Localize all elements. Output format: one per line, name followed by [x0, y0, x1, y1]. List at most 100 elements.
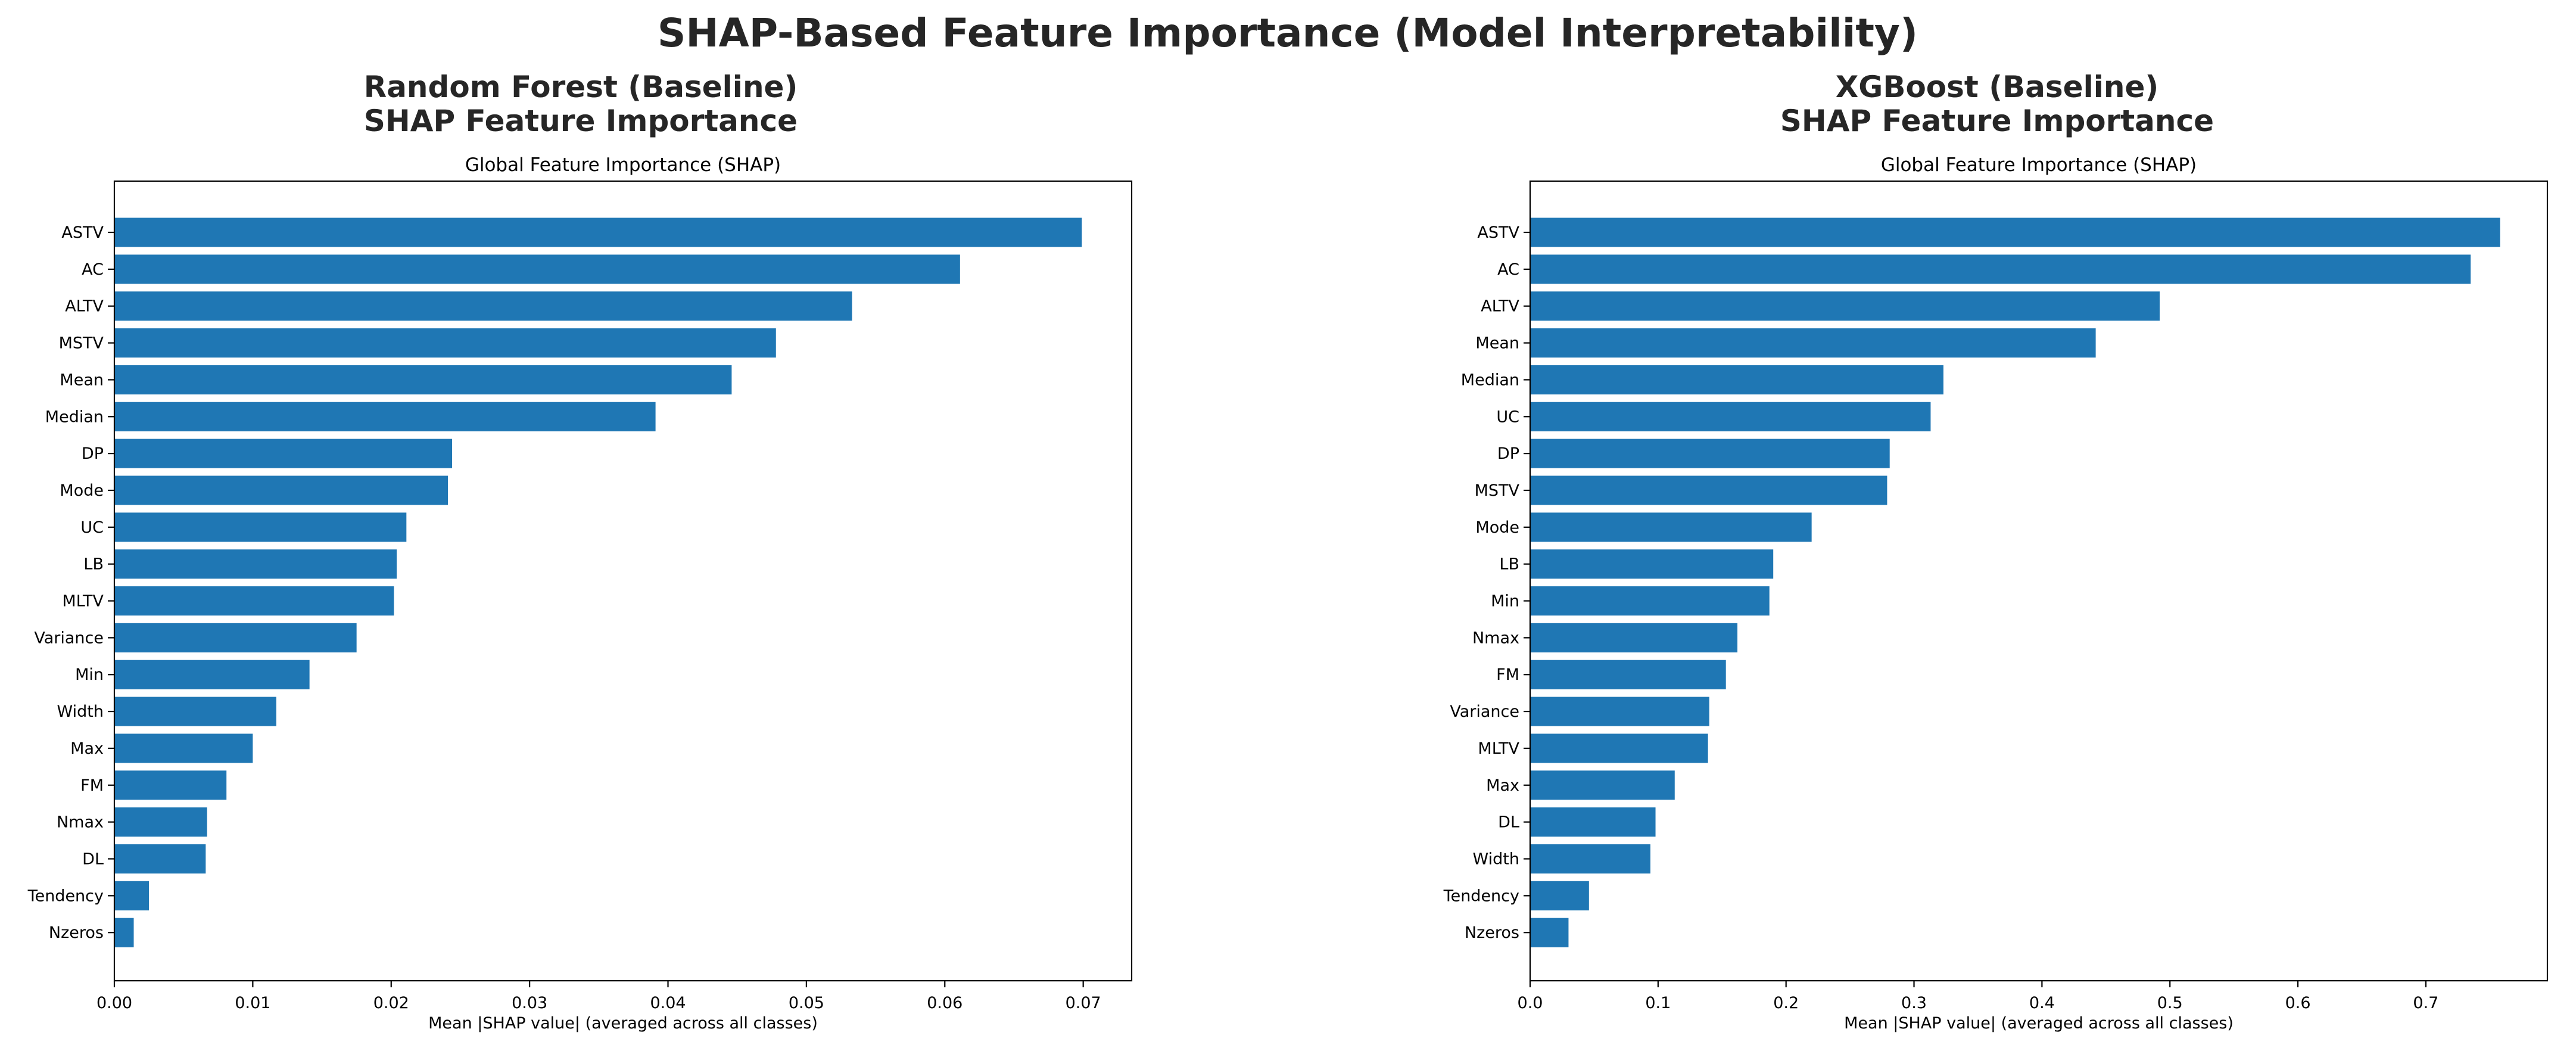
- rf-axes-title: Global Feature Importance (SHAP): [465, 154, 781, 176]
- rf-bar-width: [114, 697, 276, 726]
- rf-x-tick-label-4: 0.04: [650, 994, 686, 1012]
- rf-y-tick-label-uc: UC: [80, 518, 104, 537]
- rf-bar-mltv: [114, 586, 394, 616]
- rf-x-tick-label-5: 0.05: [789, 994, 824, 1012]
- rf-subplot-title-line-1: Random Forest (Baseline): [364, 70, 798, 104]
- rf-y-tick-label-mltv: MLTV: [62, 592, 104, 611]
- xgb-y-tick-label-mode: Mode: [1475, 518, 1519, 537]
- rf-y-tick-label-lb: LB: [83, 555, 104, 574]
- xgb-x-axis: 0.0 0.1 0.2 0.3 0.4 0.5 0.6 0.7: [1518, 981, 2438, 1012]
- rf-bar-dl: [114, 844, 206, 874]
- rf-y-tick-label-astv: ASTV: [61, 223, 104, 242]
- rf-y-tick-label-dp: DP: [82, 444, 104, 463]
- xgb-bar-astv: [1530, 217, 2500, 247]
- xgb-bar-median: [1530, 365, 1943, 394]
- random-forest-panel: Random Forest (Baseline) SHAP Feature Im…: [27, 70, 1133, 1033]
- rf-bar-lb: [114, 549, 397, 579]
- xgb-axes-title: Global Feature Importance (SHAP): [1881, 154, 2197, 176]
- rf-bar-mstv: [114, 328, 776, 358]
- rf-bar-min: [114, 660, 310, 689]
- xgb-y-tick-label-ac: AC: [1497, 260, 1519, 279]
- xgb-bar-ac: [1530, 254, 2471, 284]
- rf-y-tick-label-altv: ALTV: [65, 297, 104, 316]
- rf-bar-ac: [114, 254, 960, 284]
- xgb-bar-tendency: [1530, 881, 1589, 910]
- xgb-subplot-title-line-2: SHAP Feature Importance: [1780, 104, 2214, 138]
- rf-y-tick-label-nzeros: Nzeros: [49, 924, 104, 942]
- xgb-bar-mstv: [1530, 475, 1887, 505]
- xgb-x-tick-label-6: 0.6: [2285, 994, 2311, 1012]
- xgb-y-tick-label-max: Max: [1486, 776, 1519, 795]
- xgb-x-tick-label-1: 0.1: [1645, 994, 1671, 1012]
- xgb-y-tick-label-nmax: Nmax: [1472, 629, 1519, 647]
- rf-bar-fm: [114, 770, 227, 800]
- xgb-bar-lb: [1530, 549, 1774, 579]
- rf-bar-dp: [114, 439, 453, 468]
- rf-y-axis: ASTV AC ALTV MSTV Mean Median DP Mode UC LB MLTV Va…: [27, 223, 114, 942]
- rf-y-tick-label-median: Median: [45, 408, 104, 426]
- xgb-x-axis-label: Mean |SHAP value| (averaged across all c…: [1844, 1014, 2234, 1033]
- xgb-x-tick-label-7: 0.7: [2413, 994, 2438, 1012]
- rf-bar-mode: [114, 475, 448, 505]
- rf-bar-nmax: [114, 807, 207, 837]
- rf-bar-uc: [114, 512, 407, 542]
- figure-title: SHAP-Based Feature Importance (Model Int…: [658, 10, 1918, 56]
- xgb-bar-max: [1530, 770, 1675, 800]
- xgb-bar-mltv: [1530, 733, 1708, 763]
- rf-y-tick-label-min: Min: [75, 666, 104, 684]
- xgb-bar-dl: [1530, 807, 1656, 837]
- rf-x-tick-label-6: 0.06: [927, 994, 963, 1012]
- rf-y-tick-label-width: Width: [57, 702, 104, 721]
- xgb-y-tick-label-astv: ASTV: [1477, 223, 1519, 242]
- rf-y-tick-label-variance: Variance: [34, 629, 104, 647]
- xgb-bars: [1530, 217, 2500, 947]
- xgb-y-tick-label-fm: FM: [1496, 666, 1519, 684]
- rf-y-tick-label-ac: AC: [82, 260, 104, 279]
- xgb-bar-width: [1530, 844, 1650, 874]
- xgb-x-tick-label-5: 0.5: [2157, 994, 2183, 1012]
- rf-bar-tendency: [114, 881, 149, 910]
- xgb-bar-altv: [1530, 291, 2160, 321]
- xgb-y-tick-label-min: Min: [1491, 592, 1519, 611]
- xgb-bar-mean: [1530, 328, 2096, 358]
- rf-bar-max: [114, 733, 253, 763]
- rf-x-tick-label-1: 0.01: [235, 994, 270, 1012]
- xgb-x-tick-label-2: 0.2: [1773, 994, 1799, 1012]
- xgb-y-tick-label-mltv: MLTV: [1478, 739, 1519, 758]
- rf-bar-median: [114, 402, 656, 431]
- xgboost-panel: XGBoost (Baseline) SHAP Feature Importan…: [1443, 70, 2549, 1033]
- rf-y-tick-label-tendency: Tendency: [27, 887, 104, 905]
- rf-x-tick-label-0: 0.00: [96, 994, 132, 1012]
- xgb-y-tick-label-variance: Variance: [1450, 702, 1519, 721]
- rf-bar-altv: [114, 291, 852, 321]
- xgb-bar-uc: [1530, 402, 1931, 431]
- rf-y-tick-label-mode: Mode: [60, 481, 104, 500]
- xgb-y-tick-label-mean: Mean: [1475, 334, 1519, 353]
- xgb-x-tick-label-3: 0.3: [1901, 994, 1927, 1012]
- rf-y-tick-label-dl: DL: [82, 850, 104, 868]
- rf-x-axis: 0.00 0.01 0.02 0.03 0.04 0.05 0.06 0.07: [96, 981, 1101, 1012]
- xgb-y-tick-label-uc: UC: [1496, 408, 1519, 426]
- xgb-y-tick-label-nzeros: Nzeros: [1465, 924, 1519, 942]
- xgb-x-tick-label-0: 0.0: [1518, 994, 1543, 1012]
- rf-x-tick-label-3: 0.03: [512, 994, 547, 1012]
- xgb-y-tick-label-width: Width: [1473, 850, 1519, 868]
- xgb-subplot-title-line-1: XGBoost (Baseline): [1836, 70, 2158, 104]
- xgb-bar-nmax: [1530, 623, 1738, 652]
- xgb-x-tick-label-4: 0.4: [2029, 994, 2055, 1012]
- xgb-axes-frame: [1529, 180, 2549, 982]
- xgb-y-axis: ASTV AC ALTV Mean Median UC DP MSTV Mode LB Min Nma…: [1443, 223, 1530, 942]
- xgb-bar-fm: [1530, 660, 1726, 689]
- rf-x-tick-label-7: 0.07: [1066, 994, 1101, 1012]
- rf-y-tick-label-nmax: Nmax: [57, 813, 104, 832]
- rf-y-tick-label-mstv: MSTV: [59, 334, 104, 353]
- xgb-bar-dp: [1530, 439, 1890, 468]
- rf-bar-nzeros: [114, 918, 134, 947]
- rf-subplot-title-line-2: SHAP Feature Importance: [364, 104, 798, 138]
- xgb-y-tick-label-altv: ALTV: [1481, 297, 1519, 316]
- rf-axes-frame: [113, 180, 1133, 982]
- xgb-bar-mode: [1530, 512, 1812, 542]
- rf-x-tick-label-2: 0.02: [373, 994, 409, 1012]
